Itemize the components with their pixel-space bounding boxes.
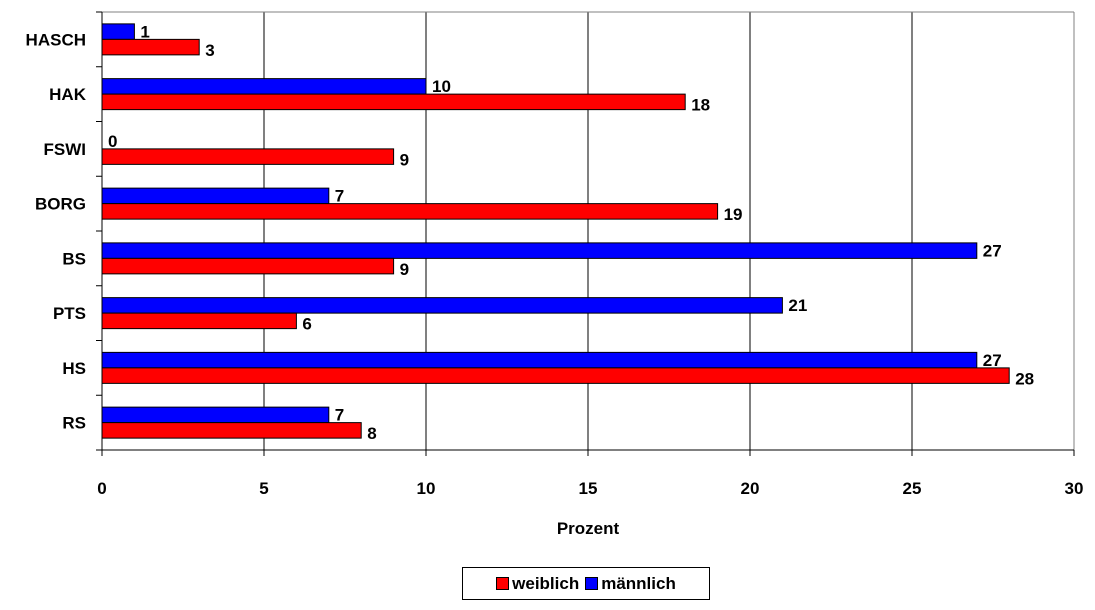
y-category-label-borg: BORG (35, 195, 86, 214)
bars-layer (101, 23, 1010, 439)
labels-layer: 0 5 10 15 20 25 30 HASCH 1 3 HAK 10 18 FSWI 0 9 BORG 7 19 B… (26, 22, 1084, 498)
legend-swatch-weiblich (496, 577, 510, 590)
bar-weiblich-pts (101, 312, 297, 330)
bar-weiblich-hasch (101, 38, 200, 56)
y-category-label-hasch: HASCH (26, 30, 86, 49)
data-label-weiblich-bs: 9 (400, 260, 409, 279)
y-category-label-bs: BS (62, 249, 86, 268)
y-category-label-hs: HS (62, 359, 86, 378)
legend-swatch-maennlich (585, 577, 599, 590)
bar-weiblich-borg (101, 203, 719, 220)
bar-maennlich-borg (101, 187, 330, 205)
x-tick-label-15: 15 (579, 479, 598, 498)
x-tick-label-20: 20 (741, 479, 760, 498)
bar-weiblich-hs (101, 367, 1010, 384)
bar-maennlich-bs (101, 242, 978, 259)
y-category-label-rs: RS (62, 414, 86, 433)
data-label-maennlich-hak: 10 (432, 77, 451, 96)
bar-maennlich-pts (101, 297, 783, 314)
legend: weiblich männlich (462, 567, 710, 600)
data-label-weiblich-hak: 18 (691, 96, 710, 115)
data-label-maennlich-borg: 7 (335, 187, 344, 206)
axes-layer (96, 11, 1075, 456)
bar-maennlich-hasch (101, 23, 135, 40)
bar-weiblich-rs (101, 422, 362, 439)
legend-label-weiblich: weiblich (512, 573, 580, 593)
data-label-maennlich-hs: 27 (983, 351, 1002, 370)
x-tick-label-25: 25 (903, 479, 922, 498)
data-label-maennlich-hasch: 1 (140, 22, 149, 41)
x-tick-label-10: 10 (417, 479, 436, 498)
data-label-weiblich-hasch: 3 (205, 41, 214, 60)
data-label-weiblich-pts: 6 (302, 315, 311, 334)
data-label-maennlich-fswi: 0 (108, 132, 117, 151)
x-tick-label-0: 0 (97, 479, 106, 498)
x-tick-label-5: 5 (259, 479, 268, 498)
bar-weiblich-hak (101, 93, 686, 111)
data-label-weiblich-borg: 19 (724, 205, 743, 224)
grid-layer (263, 12, 1075, 450)
data-label-maennlich-bs: 27 (983, 241, 1002, 260)
data-label-weiblich-rs: 8 (367, 424, 376, 443)
bar-maennlich-hs (101, 351, 978, 369)
bar-maennlich-hak (101, 78, 427, 95)
bar-weiblich-fswi (101, 148, 395, 165)
legend-item-maennlich: männlich (585, 574, 676, 594)
data-label-maennlich-pts: 21 (788, 296, 807, 315)
bar-maennlich-rs (101, 406, 330, 424)
data-label-weiblich-fswi: 9 (400, 150, 409, 169)
y-category-label-fswi: FSWI (44, 140, 87, 159)
legend-item-weiblich: weiblich (496, 574, 579, 594)
bar-weiblich-bs (101, 257, 395, 275)
y-category-label-hak: HAK (49, 85, 87, 104)
data-label-weiblich-hs: 28 (1015, 369, 1034, 388)
x-tick-label-30: 30 (1065, 479, 1084, 498)
y-category-label-pts: PTS (53, 304, 86, 323)
legend-label-maennlich: männlich (601, 573, 676, 593)
data-label-maennlich-rs: 7 (335, 406, 344, 425)
x-axis-title: Prozent (557, 519, 620, 538)
